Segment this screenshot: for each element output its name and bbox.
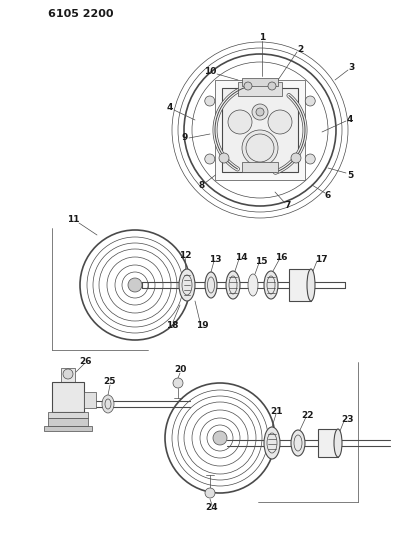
Ellipse shape [333,429,341,457]
Ellipse shape [179,269,195,301]
Text: 7: 7 [284,200,290,209]
Text: 15: 15 [254,256,267,265]
Circle shape [252,104,267,120]
Circle shape [267,110,291,134]
Circle shape [290,153,300,163]
Circle shape [241,130,277,166]
Text: 8: 8 [198,181,204,190]
Ellipse shape [263,271,277,299]
Circle shape [173,378,182,388]
Circle shape [304,96,315,106]
Text: 9: 9 [181,133,188,142]
Bar [44,426,92,431]
Bar [241,78,277,86]
Text: 10: 10 [203,68,216,77]
Circle shape [204,488,214,498]
Ellipse shape [102,395,114,413]
Circle shape [63,369,73,379]
Text: 21: 21 [270,407,283,416]
Text: 14: 14 [234,253,247,262]
Bar [48,412,88,418]
Circle shape [213,431,227,445]
Circle shape [227,110,252,134]
Text: 24: 24 [205,504,218,513]
Text: 22: 22 [301,410,313,419]
Text: 19: 19 [195,320,208,329]
Text: 1: 1 [258,34,265,43]
Text: 5: 5 [346,171,352,180]
Text: 25: 25 [103,377,116,386]
Bar [288,269,310,301]
Ellipse shape [290,430,304,456]
Circle shape [204,154,214,164]
Circle shape [204,96,214,106]
Circle shape [243,82,252,90]
Text: 4: 4 [166,103,173,112]
Text: 17: 17 [314,254,326,263]
Bar [317,429,337,457]
Circle shape [255,108,263,116]
Ellipse shape [306,269,314,301]
Text: 18: 18 [165,320,178,329]
Bar [48,418,88,426]
Bar [52,382,84,412]
Text: 2: 2 [296,45,302,54]
Bar [241,162,277,172]
Ellipse shape [263,427,279,459]
Text: 6105 2200: 6105 2200 [48,9,113,19]
Circle shape [267,82,275,90]
Text: 23: 23 [341,415,353,424]
Ellipse shape [225,271,239,299]
Text: 6: 6 [324,190,330,199]
Bar [61,368,75,382]
Text: 26: 26 [80,358,92,367]
Text: 20: 20 [173,366,186,375]
Text: 4: 4 [346,116,352,125]
Bar [214,80,304,180]
Bar [221,88,297,172]
Text: 16: 16 [274,253,287,262]
Circle shape [218,153,229,163]
Circle shape [304,154,315,164]
Text: 11: 11 [67,215,79,224]
Bar [84,392,96,408]
Text: 3: 3 [348,63,354,72]
Ellipse shape [204,272,216,298]
Bar [237,82,281,96]
Text: 13: 13 [208,254,221,263]
Circle shape [128,278,142,292]
Ellipse shape [247,274,257,296]
Text: 12: 12 [178,251,191,260]
